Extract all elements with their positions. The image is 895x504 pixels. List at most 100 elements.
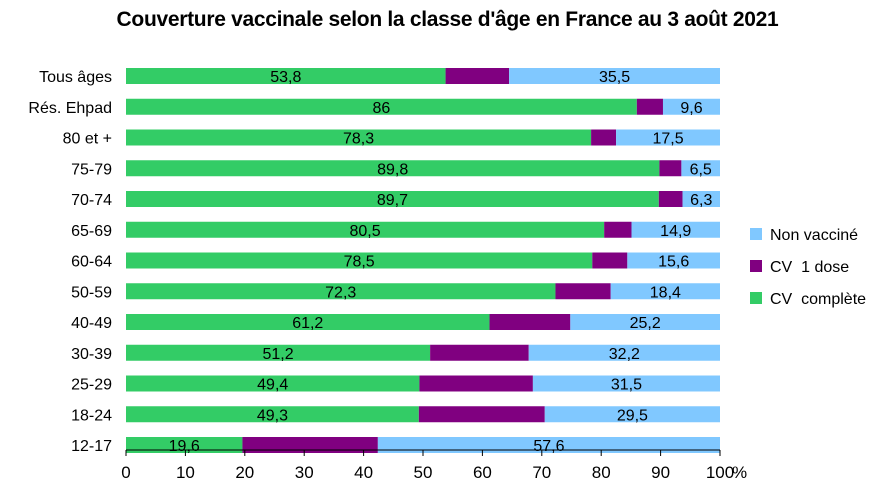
bar-segment: [126, 252, 593, 269]
data-label: 53,8: [270, 69, 301, 86]
bar-segment: [418, 406, 545, 423]
x-tick-label: 60: [473, 463, 492, 482]
data-label: 78,5: [344, 254, 375, 271]
legend: Non vacciné CV 1 dose CV complète: [750, 227, 866, 308]
bar-segment: [681, 160, 720, 177]
bar-segment: [532, 375, 720, 392]
category-label: 50-59: [71, 284, 112, 301]
bar-segment: [126, 129, 592, 146]
data-label: 19,6: [169, 438, 200, 455]
legend-swatch: [750, 228, 762, 240]
bar-segment: [555, 283, 611, 300]
bar-segment: [631, 221, 720, 238]
chart-title: Couverture vaccinale selon la classe d'â…: [116, 8, 779, 31]
data-label: 29,5: [617, 407, 648, 424]
bar-segment: [658, 191, 683, 207]
data-label: 78,3: [343, 131, 374, 148]
bar-segment: [627, 252, 720, 269]
bar-segment: [544, 406, 720, 423]
bar-segment: [445, 68, 510, 84]
bar-segment: [636, 98, 663, 115]
bar-segment: [682, 191, 720, 207]
bar-segment: [126, 314, 490, 330]
data-label: 49,4: [257, 377, 288, 394]
bar-segment: [126, 437, 243, 453]
category-label: 70-74: [71, 192, 112, 209]
bar-segment: [126, 98, 637, 115]
x-tick-label: 90: [651, 463, 670, 482]
bar-segment: [509, 68, 720, 84]
data-label: 86: [373, 100, 391, 117]
legend-label: Non vacciné: [770, 227, 858, 244]
data-label: 35,5: [599, 69, 630, 86]
data-label: 57,6: [533, 438, 564, 455]
bar-segment: [659, 160, 682, 177]
bar-segment: [419, 375, 533, 392]
data-label: 18,4: [650, 284, 681, 301]
data-label: 51,2: [262, 346, 293, 363]
bar-segment: [662, 98, 720, 115]
category-label: Rés. Ehpad: [28, 100, 112, 117]
data-label: 9,6: [680, 100, 702, 117]
data-label: 72,3: [325, 284, 356, 301]
category-label: Tous âges: [39, 69, 112, 86]
bar-segment: [242, 437, 378, 453]
category-label: 25-29: [71, 377, 112, 394]
legend-label: CV 1 dose: [770, 259, 849, 276]
x-tick-label: 50: [414, 463, 433, 482]
bar-segment: [430, 344, 529, 361]
data-label: 15,6: [658, 254, 689, 271]
bar-segment: [489, 314, 571, 330]
data-label: 14,9: [660, 223, 691, 240]
category-label: 12-17: [71, 438, 112, 455]
data-label: 6,3: [690, 192, 712, 209]
category-label: 60-64: [71, 254, 112, 271]
category-label: 18-24: [71, 407, 112, 424]
data-label: 17,5: [652, 131, 683, 148]
legend-label: CV complète: [770, 291, 866, 308]
data-label: 25,2: [630, 315, 661, 332]
data-label: 32,2: [609, 346, 640, 363]
bar-segment: [610, 283, 720, 300]
x-tick-label: 100: [706, 463, 734, 482]
category-label: 30-39: [71, 346, 112, 363]
category-labels: Tous âges Rés. Ehpad 80 et + 75-79 70-74 65-6…: [28, 69, 112, 455]
x-tick-label: 30: [295, 463, 314, 482]
bar-segment: [126, 160, 660, 177]
legend-swatch: [750, 292, 762, 304]
data-label: 89,8: [377, 161, 408, 178]
x-tick-label: 70: [532, 463, 551, 482]
data-label: 61,2: [292, 315, 323, 332]
data-label: 80,5: [350, 223, 381, 240]
bar-segment: [126, 221, 605, 238]
bar-segment: [604, 221, 632, 238]
data-label: 49,3: [257, 407, 288, 424]
bar-segment: [377, 437, 720, 453]
bar-segment: [126, 375, 420, 392]
bar-segment: [528, 344, 720, 361]
bar-segment: [592, 252, 628, 269]
bar-segment: [591, 129, 617, 146]
x-tick-label: 0: [121, 463, 130, 482]
x-tick-label: 80: [592, 463, 611, 482]
bar-segment: [126, 283, 556, 300]
category-label: 80 et +: [63, 131, 112, 148]
data-label: 89,7: [377, 192, 408, 209]
x-tick-label: 40: [354, 463, 373, 482]
x-axis: 0 10 20 30 40 50 60 70 80 90 100%: [121, 449, 747, 482]
legend-swatch: [750, 260, 762, 272]
bars-layer: 53,8 35,5 86 9,6 78,3 17,5 89,8 6,5 89,7 6,3 80,5 1…: [126, 68, 720, 455]
category-label: 40-49: [71, 315, 112, 332]
bar-segment: [126, 191, 659, 207]
category-label: 65-69: [71, 223, 112, 240]
data-label: 31,5: [611, 377, 642, 394]
bar-segment: [126, 344, 431, 361]
x-tick-label: 10: [176, 463, 195, 482]
x-unit-label: %: [732, 463, 747, 482]
bar-segment: [126, 406, 419, 423]
x-tick-label: 20: [235, 463, 254, 482]
bar-segment: [126, 68, 446, 84]
bar-segment: [616, 129, 720, 146]
category-label: 75-79: [71, 161, 112, 178]
